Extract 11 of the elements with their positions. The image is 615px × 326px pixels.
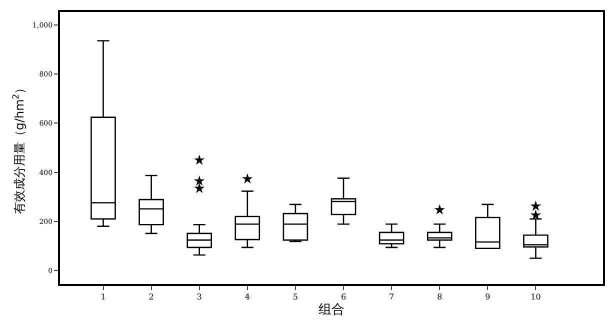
x-tick-label: 10	[530, 292, 541, 302]
x-tick-label: 4	[244, 292, 250, 302]
x-tick-label: 6	[340, 292, 346, 302]
x-tick-label: 1	[100, 292, 106, 302]
x-tick-label: 8	[437, 292, 442, 302]
x-tick-label: 3	[196, 292, 202, 302]
x-tick-label: 7	[389, 292, 394, 302]
x-axis-title: 组合	[318, 302, 344, 318]
x-tick-label: 2	[148, 292, 154, 302]
x-tick-label: 9	[485, 292, 490, 302]
x-tick-label: 5	[292, 292, 298, 302]
